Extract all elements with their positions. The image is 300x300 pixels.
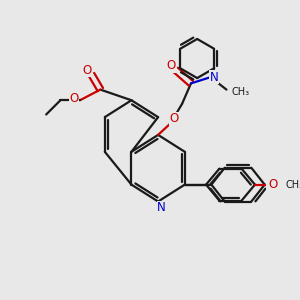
Text: O: O: [82, 64, 92, 76]
Text: O: O: [167, 59, 176, 72]
Text: O: O: [169, 112, 179, 125]
Text: O: O: [69, 92, 78, 105]
Text: N: N: [157, 201, 166, 214]
Text: CH₃: CH₃: [232, 87, 250, 97]
Text: CH₃: CH₃: [285, 180, 300, 190]
Text: N: N: [210, 71, 218, 84]
Text: O: O: [268, 178, 277, 191]
